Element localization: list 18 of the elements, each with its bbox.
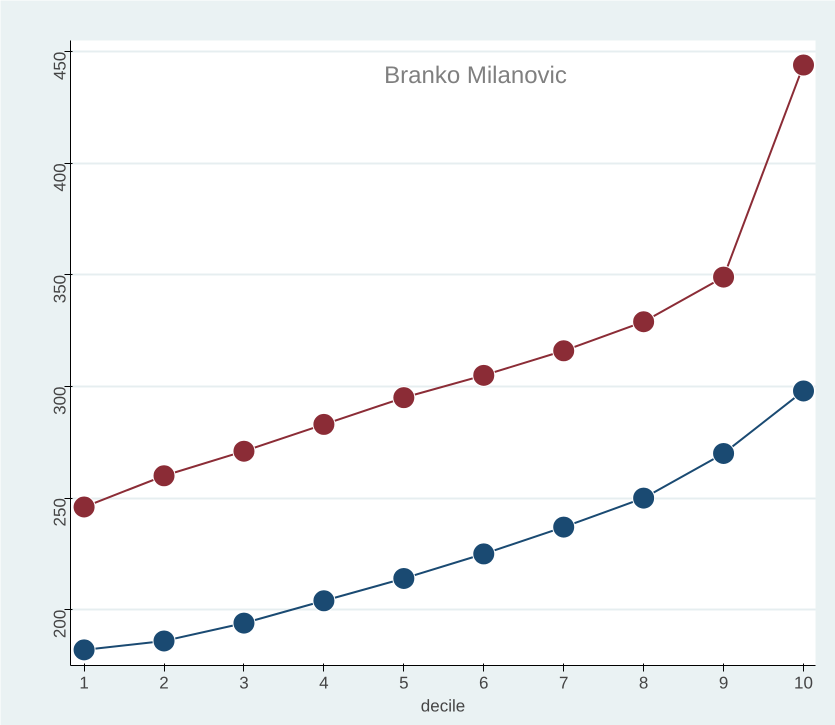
- x-axis-title: decile: [420, 696, 466, 716]
- y-tick-label: 400: [50, 163, 70, 192]
- x-tick-label: 7: [558, 674, 568, 692]
- y-tick-label: 300: [50, 386, 70, 415]
- y-tick-label: 200: [50, 610, 70, 638]
- x-tick-label: 8: [638, 674, 648, 692]
- x-tick-label: 10: [794, 674, 813, 692]
- x-tick-label: 9: [718, 674, 728, 692]
- x-tick-label: 3: [239, 674, 249, 692]
- y-tick-label: 250: [50, 498, 70, 526]
- y-tick-label: 450: [50, 52, 70, 80]
- y-tick-label: 350: [50, 274, 70, 304]
- x-tick-label: 1: [79, 674, 89, 692]
- x-tick-label: 4: [319, 674, 329, 692]
- x-tick-label: 5: [399, 674, 409, 692]
- annotation: Branko Milanovic: [384, 62, 567, 89]
- x-tick-label: 2: [159, 674, 169, 692]
- x-tick-label: 6: [479, 674, 489, 692]
